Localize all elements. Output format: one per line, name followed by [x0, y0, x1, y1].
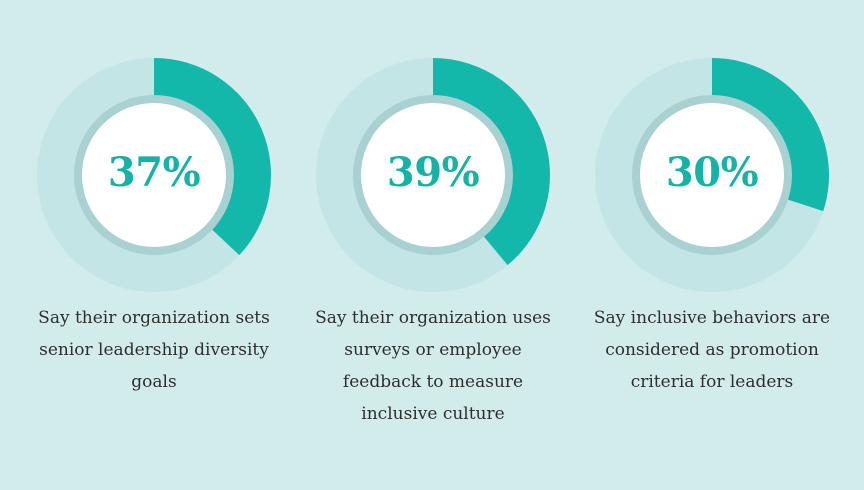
percent-label: 39%	[386, 149, 480, 196]
caption-line: Say their organization uses	[315, 308, 551, 328]
stat-caption: Say inclusive behaviors are considered a…	[572, 302, 852, 398]
caption-line: inclusive culture	[361, 404, 505, 424]
donut-chart-2	[316, 57, 551, 292]
percent-label: 30%	[665, 149, 759, 196]
caption-line: criteria for leaders	[630, 372, 794, 392]
caption-line: surveys or employee	[344, 340, 522, 360]
caption-line: Say their organization sets	[38, 308, 270, 328]
donut-center	[82, 103, 226, 247]
caption-line: Say inclusive behaviors are	[593, 308, 831, 328]
caption-line: considered as promotion	[605, 340, 819, 360]
caption-line: goals	[131, 372, 177, 392]
stat-card-2: 39% Say their organization uses surveys …	[293, 0, 573, 490]
donut-center	[361, 103, 505, 247]
caption-line: feedback to measure	[342, 372, 524, 392]
stat-card-1: 37% Say their organization sets senior l…	[14, 0, 294, 490]
stat-caption: Say their organization sets senior leade…	[14, 302, 294, 398]
donut-center	[640, 103, 784, 247]
caption-line: senior leadership diversity	[39, 340, 269, 360]
stat-card-3: 30% Say inclusive behaviors are consider…	[572, 0, 852, 490]
stat-caption: Say their organization uses surveys or e…	[293, 302, 573, 430]
donut-chart-1	[37, 58, 271, 292]
donut-chart-3	[595, 58, 829, 292]
percent-label: 37%	[107, 149, 201, 196]
